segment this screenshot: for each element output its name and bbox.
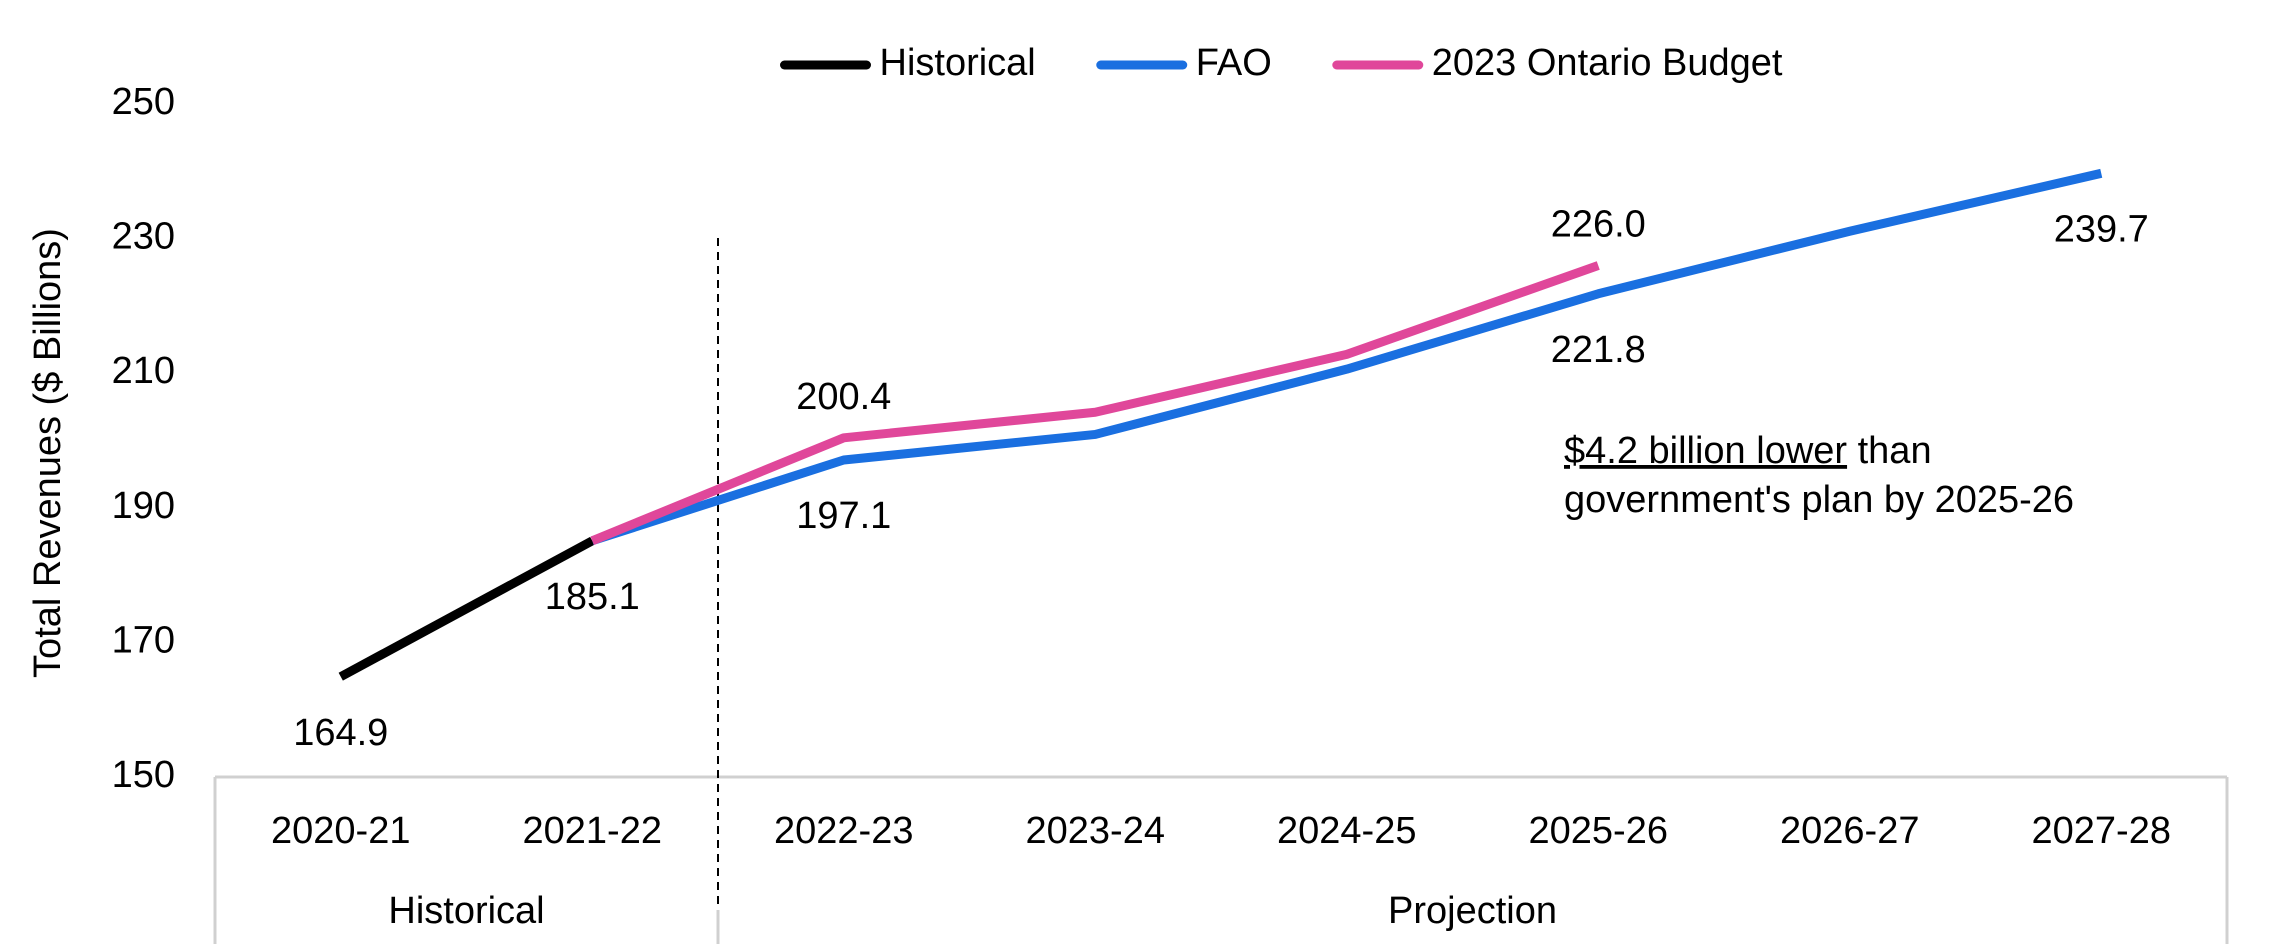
y-tick-label: 150 — [112, 754, 175, 796]
legend-label: Historical — [880, 42, 1036, 84]
data-label: 221.8 — [1551, 329, 1646, 371]
series-line — [338, 536, 595, 681]
series-line — [590, 168, 2103, 546]
x-tick-label: 2023-24 — [1026, 810, 1165, 852]
data-label: 239.7 — [2054, 208, 2149, 250]
annotation-underlined: $4.2 billion lower — [1564, 430, 1847, 472]
group-label: Historical — [388, 890, 544, 932]
data-label: 226.0 — [1551, 204, 1646, 246]
y-tick-label: 170 — [112, 619, 175, 661]
y-axis-title: Total Revenues ($ Billions) — [27, 228, 69, 678]
legend-label: FAO — [1196, 42, 1272, 84]
x-tick-label: 2027-28 — [2032, 810, 2171, 852]
group-label: Projection — [1388, 890, 1557, 932]
data-label: 200.4 — [796, 376, 891, 418]
x-tick-label: 2025-26 — [1529, 810, 1668, 852]
y-tick-label: 190 — [112, 485, 175, 527]
x-tick-label: 2020-21 — [271, 810, 410, 852]
data-label: 185.1 — [545, 576, 640, 618]
x-tick-label: 2026-27 — [1780, 810, 1919, 852]
y-tick-label: 210 — [112, 350, 175, 392]
legend-label: 2023 Ontario Budget — [1432, 42, 1783, 84]
x-tick-label: 2024-25 — [1277, 810, 1416, 852]
annotation: $4.2 billion lower than — [1564, 430, 1932, 472]
data-label: 164.9 — [293, 712, 388, 754]
annotation-line2: government's plan by 2025-26 — [1564, 479, 2074, 521]
y-tick-label: 230 — [112, 216, 175, 258]
series-line — [590, 261, 1600, 545]
annotation-rest: than — [1847, 430, 1932, 472]
x-tick-label: 2021-22 — [523, 810, 662, 852]
x-tick-label: 2022-23 — [774, 810, 913, 852]
y-tick-label: 250 — [112, 81, 175, 123]
data-label: 197.1 — [796, 495, 891, 537]
